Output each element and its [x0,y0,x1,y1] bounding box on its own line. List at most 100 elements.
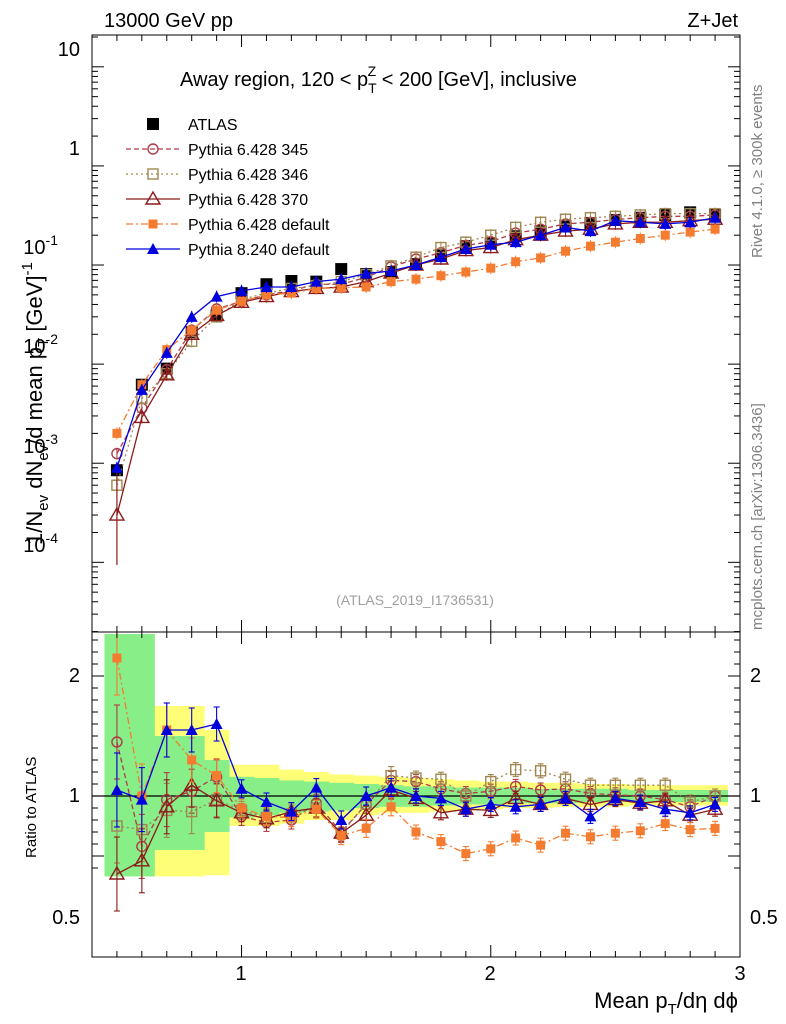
legend-item-5: Pythia 8.240 default [126,242,330,259]
series-5-ratio-point [634,796,647,807]
series-5-ratio-point [534,798,547,810]
series-5-ratio-point [410,790,422,801]
series-4-ratio-point [212,771,222,781]
series-2-ratio-point [509,763,522,776]
uncertainty-band-green [104,634,729,877]
series-4-main-point [386,277,396,287]
series-4-ratio-point [585,832,595,842]
series-4-main-point [212,305,222,315]
series-3-ratio-point [183,776,200,791]
series-5-main-point [385,265,398,277]
series-5-main-point [559,221,572,233]
series-2-ratio-point [609,779,622,791]
main-plot-series [108,206,724,566]
series-4-ratio-point [610,828,620,838]
y-tick-label-1e-4: 10-4 [23,530,58,557]
series-4-main-point [237,296,247,306]
series-2-ratio-point [485,775,497,788]
series-4-ratio-point [411,827,421,837]
legend-marker-2 [147,168,159,180]
series-4-main-point [411,274,421,284]
series-4-main-point [486,263,496,273]
series-5-main-point [210,290,223,302]
series-4-ratio-point [536,840,546,850]
series-4-ratio-point [237,803,247,813]
analysis-watermark: (ATLAS_2019_I1736531) [336,592,494,608]
legend-label-5: Pythia 8.240 default [188,242,330,259]
legend-marker-3 [144,190,162,205]
series-2-ratio-point [435,773,447,785]
series-5-ratio-point [285,805,298,817]
legend-label-3: Pythia 6.428 370 [188,192,308,209]
series-4-main-point [536,253,546,263]
series-4-main-point [361,282,371,292]
series-5-main-point [534,229,547,241]
series-4-main-point [311,283,321,293]
series-5-ratio-point [385,781,398,793]
ratio-plot-series [108,632,724,912]
series-4-main-point [511,257,521,267]
series-4-ratio-point [436,837,446,847]
series-5-main-point [285,281,298,293]
series-4-ratio-point [511,833,521,843]
series-5-main-point [135,383,148,395]
y-tick-label-10: 10 [58,39,80,61]
series-4-ratio-point [461,849,471,859]
series-2-ratio-point [634,779,647,791]
series-4-ratio-point [336,831,346,841]
series-5-ratio-point [484,798,497,810]
series-5-ratio-point [210,718,223,729]
series-4-ratio-point [660,819,670,829]
series-4-main-point [561,246,571,256]
series-3-ratio-point [108,865,126,880]
series-5-ratio-point [659,803,672,815]
series-5-ratio-point [260,796,273,807]
series-5-main-point [335,273,348,285]
y-axis-label: 1/Nev dNev/d mean pT [GeV]-1 [19,262,52,545]
series-3-main-point [133,409,151,424]
series-5-ratio-point [110,784,123,795]
series-5-main-point [609,214,622,226]
series-5-ratio-point [709,798,722,810]
ratio-tick-2-left: 2 [69,665,80,687]
legend-marker-0 [147,118,159,130]
series-4-main-point [635,234,645,244]
legend-item-0: ATLAS [147,117,238,134]
series-2-ratio-point [410,772,422,784]
series-5-ratio-point [609,792,622,804]
ratio-bands [104,634,729,877]
series-5-ratio-point [135,793,148,805]
series-4-ratio-point [112,653,122,663]
series-4-ratio-point [635,826,645,836]
x-tick-label-3: 3 [734,963,745,985]
series-5-main-point [484,238,497,250]
series-5-ratio-point [185,724,198,735]
series-4-ratio-point [311,804,321,814]
series-4-ratio-point [561,828,571,838]
legend-item-3: Pythia 6.428 370 [126,190,308,209]
x-tick-labels: 1 2 3 [235,963,745,985]
series-3-main-point [108,506,126,521]
series-4-main-point [286,288,296,298]
series-5-main-point [584,225,597,237]
series-3-ratio-point [158,798,175,813]
legend-label-1: Pythia 6.428 345 [188,142,308,159]
series-4-main-point [261,290,271,300]
series-2-ratio-point [659,779,671,791]
series-2-ratio-point [559,773,572,785]
legend-marker-1 [147,143,159,155]
series-4-main-point [610,237,620,247]
series-5-ratio-point [160,724,173,735]
x-axis-label: Mean pT/dη dϕ [594,988,738,1018]
header-right: Z+Jet [687,10,738,32]
axis-ticks [92,35,740,957]
series-3-main-point [158,366,175,381]
legend-label-0: ATLAS [188,117,238,134]
series-3-ratio-point [208,792,225,807]
y-tick-label-1e-1: 10-1 [23,232,58,259]
main-y-tick-labels: 10-4 10-3 10-2 10-1 1 10 [23,39,80,557]
series-5-ratio-point [310,781,323,793]
series-5-ratio-point [360,790,373,801]
series-1-ratio-point [111,736,123,748]
